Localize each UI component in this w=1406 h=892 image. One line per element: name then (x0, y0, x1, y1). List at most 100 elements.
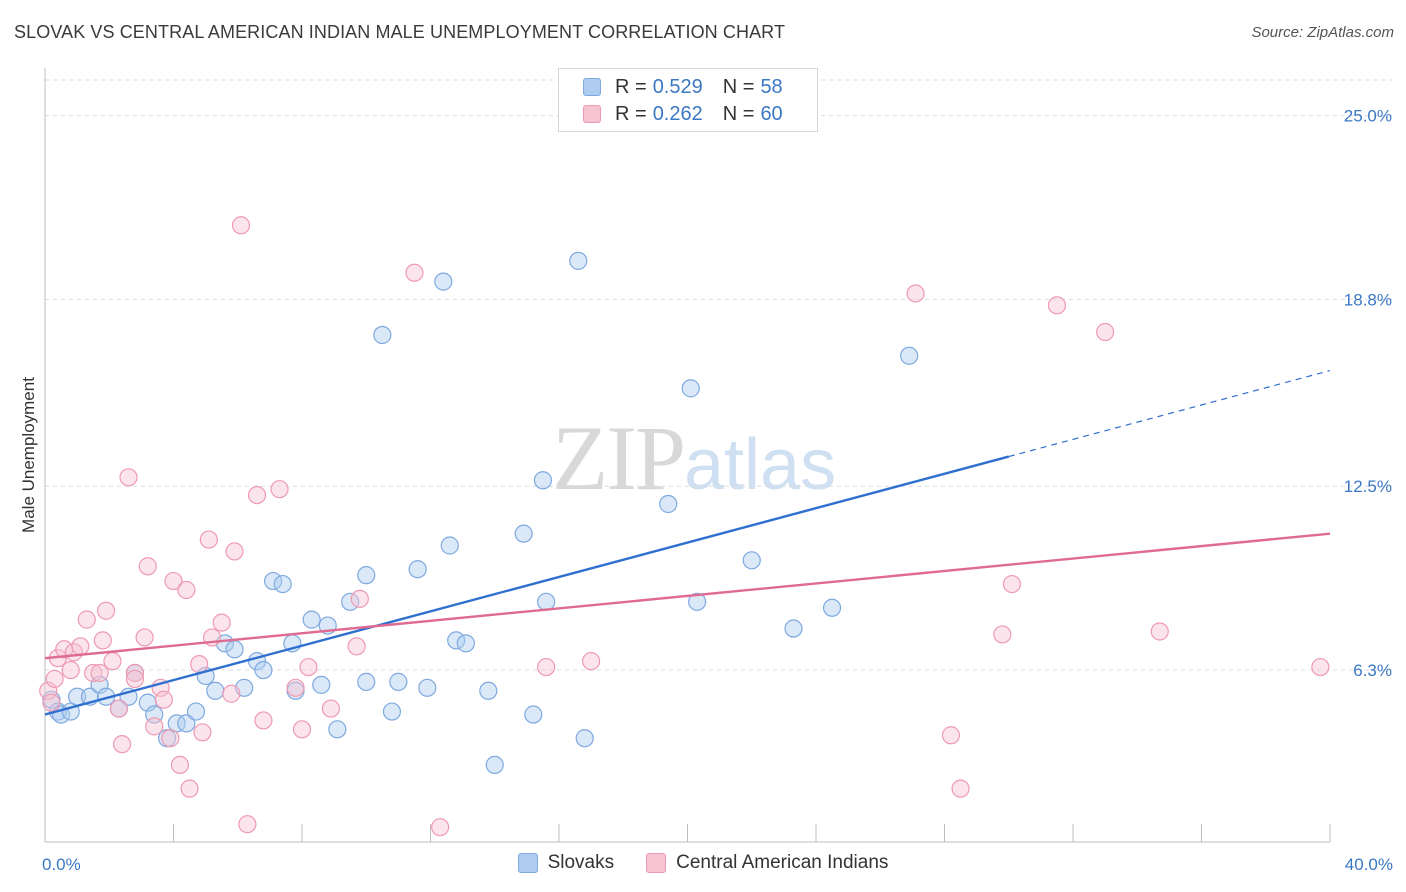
point-central-american-indians (1047, 296, 1067, 315)
series-legend-central-american-indians[interactable]: Central American Indians (646, 852, 888, 874)
point-slovaks (524, 705, 543, 724)
series-legend-slovaks[interactable]: Slovaks (517, 852, 615, 874)
point-central-american-indians (170, 755, 190, 775)
point-central-american-indians (951, 779, 970, 798)
point-slovaks (408, 560, 427, 579)
tick-labels: 6.3% 12.5% 18.8% 25.0% 0.0% 40.0% (42, 107, 1393, 874)
legend-n-label: N = (722, 75, 755, 98)
point-central-american-indians (39, 681, 58, 700)
point-central-american-indians (299, 657, 318, 677)
point-slovaks (681, 379, 700, 398)
point-central-american-indians (125, 669, 145, 689)
point-central-american-indians (222, 684, 241, 703)
point-central-american-indians (292, 720, 312, 739)
point-central-american-indians (109, 699, 128, 718)
point-central-american-indians (135, 628, 154, 647)
point-central-american-indians (1311, 657, 1330, 677)
series-legend-label: Slovaks (547, 852, 615, 873)
point-central-american-indians (161, 729, 180, 748)
point-slovaks (784, 619, 803, 638)
point-slovaks (569, 251, 588, 270)
point-central-american-indians (71, 637, 90, 656)
point-central-american-indians (254, 711, 273, 730)
point-slovaks (456, 634, 475, 653)
point-slovaks (742, 551, 761, 570)
point-slovaks (254, 660, 273, 680)
point-central-american-indians (906, 284, 925, 303)
point-central-american-indians (231, 216, 251, 235)
point-central-american-indians (193, 723, 212, 742)
point-central-american-indians (103, 652, 122, 671)
point-central-american-indians (90, 663, 109, 683)
point-central-american-indians (42, 693, 61, 712)
legend-swatch-slovaks (583, 78, 601, 96)
point-central-american-indians (145, 717, 164, 736)
point-central-american-indians (154, 690, 173, 709)
data-points (39, 216, 1330, 837)
point-central-american-indians (286, 678, 305, 697)
point-slovaks (357, 566, 376, 585)
point-central-american-indians (993, 625, 1012, 644)
point-slovaks (434, 272, 453, 291)
point-central-american-indians (112, 735, 132, 754)
legend-row-central-american-indians: R = 0.262 N = 60 (583, 101, 783, 127)
point-central-american-indians (247, 485, 267, 505)
point-slovaks (822, 598, 842, 617)
point-slovaks (389, 672, 408, 691)
trend-lines (44, 369, 1331, 716)
point-central-american-indians (347, 637, 366, 656)
point-slovaks (225, 640, 244, 659)
watermark-zip: ZIP (552, 407, 686, 509)
watermark: ZIPatlas (552, 405, 836, 511)
point-slovaks (659, 494, 678, 514)
point-central-american-indians (61, 660, 80, 680)
point-central-american-indians (537, 657, 556, 677)
point-central-american-indians (190, 655, 209, 674)
point-slovaks (206, 681, 225, 700)
point-central-american-indians (270, 480, 289, 499)
point-slovaks (273, 574, 292, 594)
trendline-central-american-indians (44, 532, 1331, 660)
point-slovaks (533, 471, 553, 490)
y-tick-label: 18.8% (1344, 290, 1392, 309)
point-slovaks (186, 702, 206, 721)
point-slovaks (373, 325, 392, 345)
x-tick-label: 40.0% (1345, 855, 1393, 874)
point-central-american-indians (582, 652, 601, 671)
point-central-american-indians (199, 530, 218, 549)
point-central-american-indians (1096, 322, 1115, 342)
point-slovaks (537, 592, 556, 611)
point-central-american-indians (125, 663, 145, 683)
point-slovaks (900, 346, 919, 365)
legend-r-label: R = (615, 102, 647, 125)
watermark-atlas: atlas (684, 425, 837, 505)
point-slovaks (177, 714, 196, 733)
point-slovaks (688, 592, 707, 611)
y-tick-label: 25.0% (1344, 107, 1392, 126)
correlation-legend: R = 0.529 N = 58 R = 0.262 N = 60 (558, 68, 818, 132)
y-tick-label: 12.5% (1344, 477, 1392, 496)
point-central-american-indians (405, 263, 424, 282)
point-slovaks (479, 681, 498, 700)
point-central-american-indians (180, 779, 199, 798)
point-central-american-indians (138, 557, 157, 576)
point-central-american-indians (225, 542, 244, 561)
point-central-american-indians (177, 580, 196, 600)
y-axis-label: Male Unemployment (19, 377, 38, 533)
legend-n-label: N = (722, 102, 755, 125)
point-central-american-indians (84, 663, 103, 683)
chart-title: SLOVAK VS CENTRAL AMERICAN INDIAN MALE U… (14, 22, 786, 42)
point-central-american-indians (93, 631, 112, 650)
source-label: Source: ZipAtlas.com (1251, 24, 1394, 41)
axes (44, 68, 1331, 843)
point-central-american-indians (45, 669, 64, 689)
trendline-slovaks-extension (1008, 369, 1331, 458)
point-central-american-indians (1002, 574, 1022, 594)
trendline-slovaks (44, 455, 1010, 716)
series-swatch-central-american-indians (646, 853, 667, 873)
point-slovaks (382, 702, 402, 721)
point-slovaks (485, 755, 504, 775)
point-slovaks (357, 672, 376, 691)
point-central-american-indians (77, 610, 96, 629)
